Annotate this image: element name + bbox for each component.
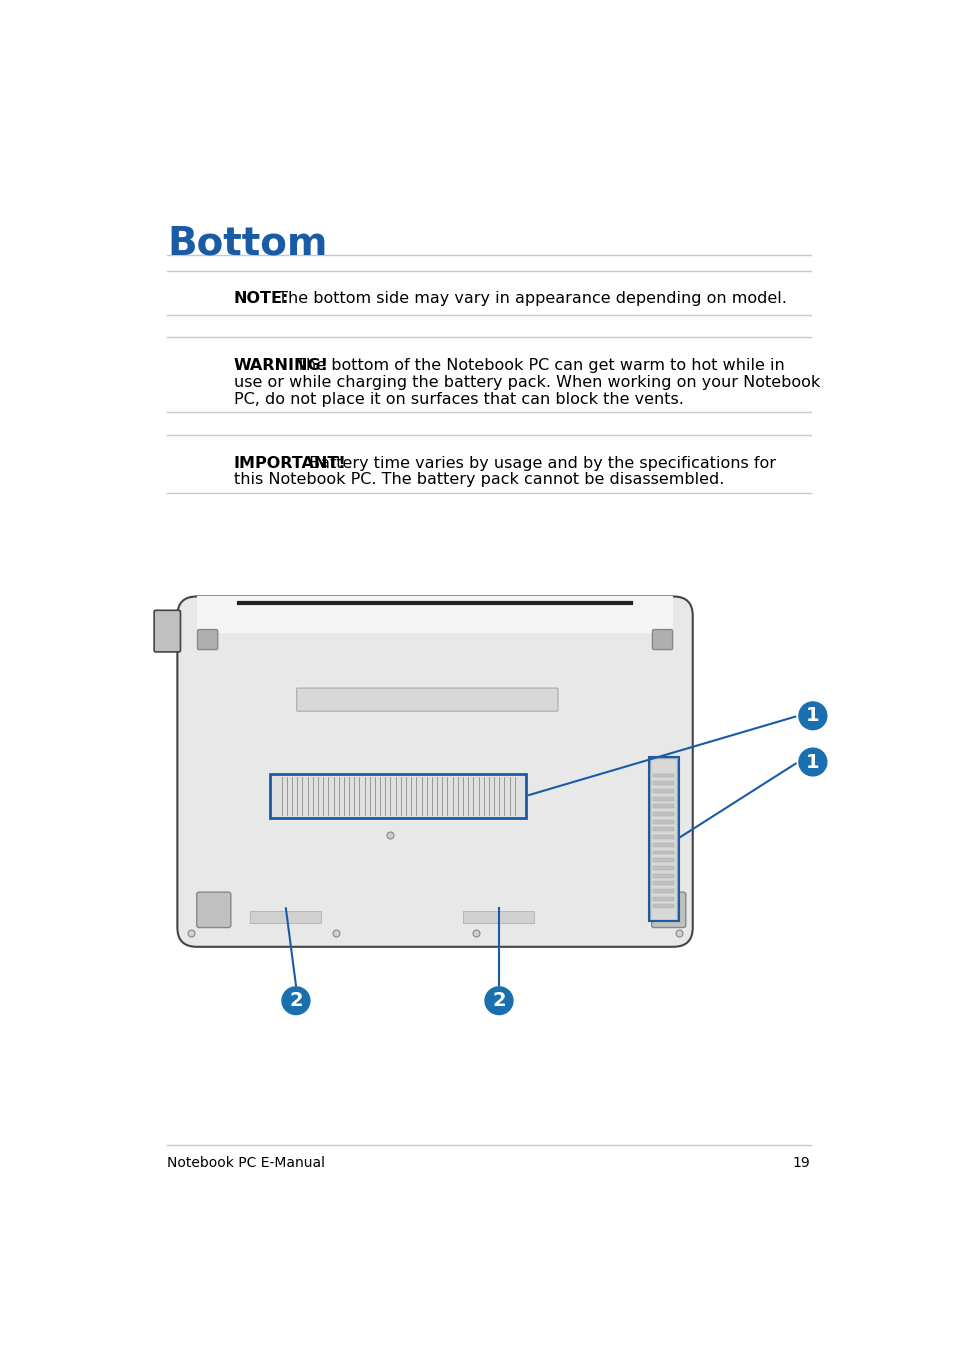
Bar xyxy=(653,804,674,808)
Text: WARNING!: WARNING! xyxy=(233,358,329,373)
Circle shape xyxy=(282,987,310,1014)
Text: 2: 2 xyxy=(492,991,505,1010)
Bar xyxy=(653,781,674,785)
Text: 19: 19 xyxy=(792,1157,810,1170)
Circle shape xyxy=(798,748,826,776)
Text: 2: 2 xyxy=(289,991,302,1010)
Bar xyxy=(653,889,674,893)
Bar xyxy=(653,773,674,777)
Text: IMPORTANT!: IMPORTANT! xyxy=(233,456,346,471)
Bar xyxy=(270,773,525,818)
Bar xyxy=(653,843,674,847)
Bar xyxy=(649,759,677,920)
Bar xyxy=(653,796,674,800)
FancyBboxPatch shape xyxy=(296,689,558,712)
Bar xyxy=(653,866,674,870)
FancyBboxPatch shape xyxy=(197,629,217,650)
Bar xyxy=(653,835,674,839)
Text: Battery time varies by usage and by the specifications for: Battery time varies by usage and by the … xyxy=(303,456,775,471)
Text: The bottom of the Notebook PC can get warm to hot while in: The bottom of the Notebook PC can get wa… xyxy=(291,358,783,373)
Circle shape xyxy=(798,702,826,729)
Text: Notebook PC E-Manual: Notebook PC E-Manual xyxy=(167,1157,325,1170)
Bar xyxy=(653,819,674,823)
Text: use or while charging the battery pack. When working on your Notebook: use or while charging the battery pack. … xyxy=(233,375,820,390)
Bar xyxy=(648,757,679,921)
FancyBboxPatch shape xyxy=(652,629,672,650)
Text: 1: 1 xyxy=(805,706,819,725)
FancyBboxPatch shape xyxy=(177,596,692,947)
Bar xyxy=(196,596,673,633)
Text: NOTE:: NOTE: xyxy=(233,291,289,305)
Circle shape xyxy=(484,987,513,1014)
Bar xyxy=(653,812,674,816)
Bar xyxy=(653,827,674,831)
FancyBboxPatch shape xyxy=(651,892,685,928)
FancyBboxPatch shape xyxy=(463,912,534,924)
Text: this Notebook PC. The battery pack cannot be disassembled.: this Notebook PC. The battery pack canno… xyxy=(233,472,723,487)
Bar xyxy=(653,904,674,908)
FancyBboxPatch shape xyxy=(250,912,321,924)
Bar xyxy=(653,874,674,877)
Bar xyxy=(653,858,674,862)
FancyBboxPatch shape xyxy=(196,892,231,928)
Text: PC, do not place it on surfaces that can block the vents.: PC, do not place it on surfaces that can… xyxy=(233,391,683,406)
FancyBboxPatch shape xyxy=(154,611,180,652)
Text: The bottom side may vary in appearance depending on model.: The bottom side may vary in appearance d… xyxy=(273,291,786,305)
Text: 1: 1 xyxy=(805,752,819,772)
Bar xyxy=(653,897,674,901)
Text: Bottom: Bottom xyxy=(167,225,328,262)
Bar xyxy=(653,881,674,885)
Bar xyxy=(653,850,674,854)
Bar xyxy=(653,790,674,792)
